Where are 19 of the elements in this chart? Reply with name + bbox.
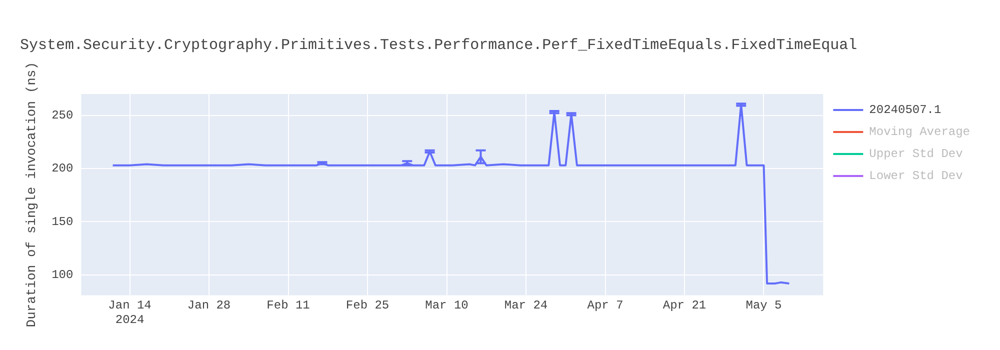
legend-label: Lower Std Dev — [869, 169, 963, 184]
x-tick-label: Mar 10 — [425, 298, 468, 313]
legend-label: 20240507.1 — [869, 103, 942, 118]
x-tick-label: Jan 14 2024 — [108, 298, 152, 327]
y-tick-label: 200 — [52, 162, 74, 176]
x-tick-label: Mar 24 — [504, 298, 548, 313]
x-tick-label: Feb 25 — [346, 298, 390, 313]
chart-title: System.Security.Cryptography.Primitives.Tests.Performance.Perf_FixedTimeEquals.FixedTimeEqual — [20, 36, 858, 54]
legend-label: Upper Std Dev — [869, 147, 963, 162]
y-tick-label: 150 — [52, 214, 74, 229]
y-tick-label: 100 — [52, 268, 74, 282]
x-tick-label: May 5 — [746, 298, 782, 313]
y-tick-label: 250 — [52, 108, 74, 122]
x-tick-label: Feb 11 — [266, 298, 310, 313]
y-axis-title: Duration of single invocation (ns) — [24, 62, 40, 328]
x-tick-label: Apr 21 — [662, 298, 706, 313]
legend-label: Moving Average — [869, 125, 970, 140]
x-tick-label: Apr 7 — [587, 298, 624, 313]
x-tick-label: Jan 28 — [187, 298, 231, 313]
